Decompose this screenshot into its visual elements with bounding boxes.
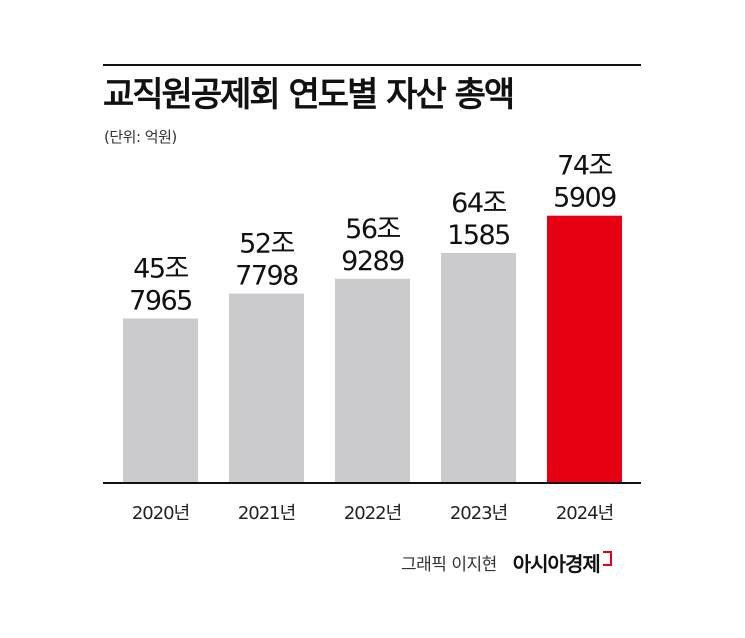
brand-mark-icon [602,551,612,566]
unit-label: (단위: 억원) [104,128,177,146]
x-tick-label-1: 2021년 [238,503,295,524]
value-label-3-line2: 1585 [447,220,510,251]
x-tick-label-0: 2020년 [132,503,189,524]
brand-logo: 아시아경제 [512,552,601,576]
value-label-1-line2: 7798 [235,261,298,292]
x-tick-label-2: 2022년 [344,503,401,524]
value-label-4-line2: 5909 [553,183,616,214]
chart-title: 교직원공제회 연도별 자산 총액 [103,75,515,115]
bar-2 [335,278,410,482]
bar-1 [229,293,304,482]
x-tick-label-4: 2024년 [556,503,613,524]
bar-0 [123,318,198,482]
credit-line: 그래픽 이지현 아시아경제 [401,548,612,577]
value-label-0-line2: 7965 [129,286,192,317]
bar-4 [547,215,622,482]
value-label-3-line1: 64조 [451,188,506,219]
x-tick-label-3: 2023년 [450,503,507,524]
bar-3 [441,252,516,482]
value-label-2-line1: 56조 [345,214,400,245]
value-label-1-line1: 52조 [239,229,294,260]
graphic-credit: 그래픽 이지현 [401,555,497,575]
value-label-0-line1: 45조 [133,254,188,285]
top-rule [103,64,641,66]
value-label-2-line2: 9289 [341,246,404,277]
value-label-4-line1: 74조 [557,151,612,182]
